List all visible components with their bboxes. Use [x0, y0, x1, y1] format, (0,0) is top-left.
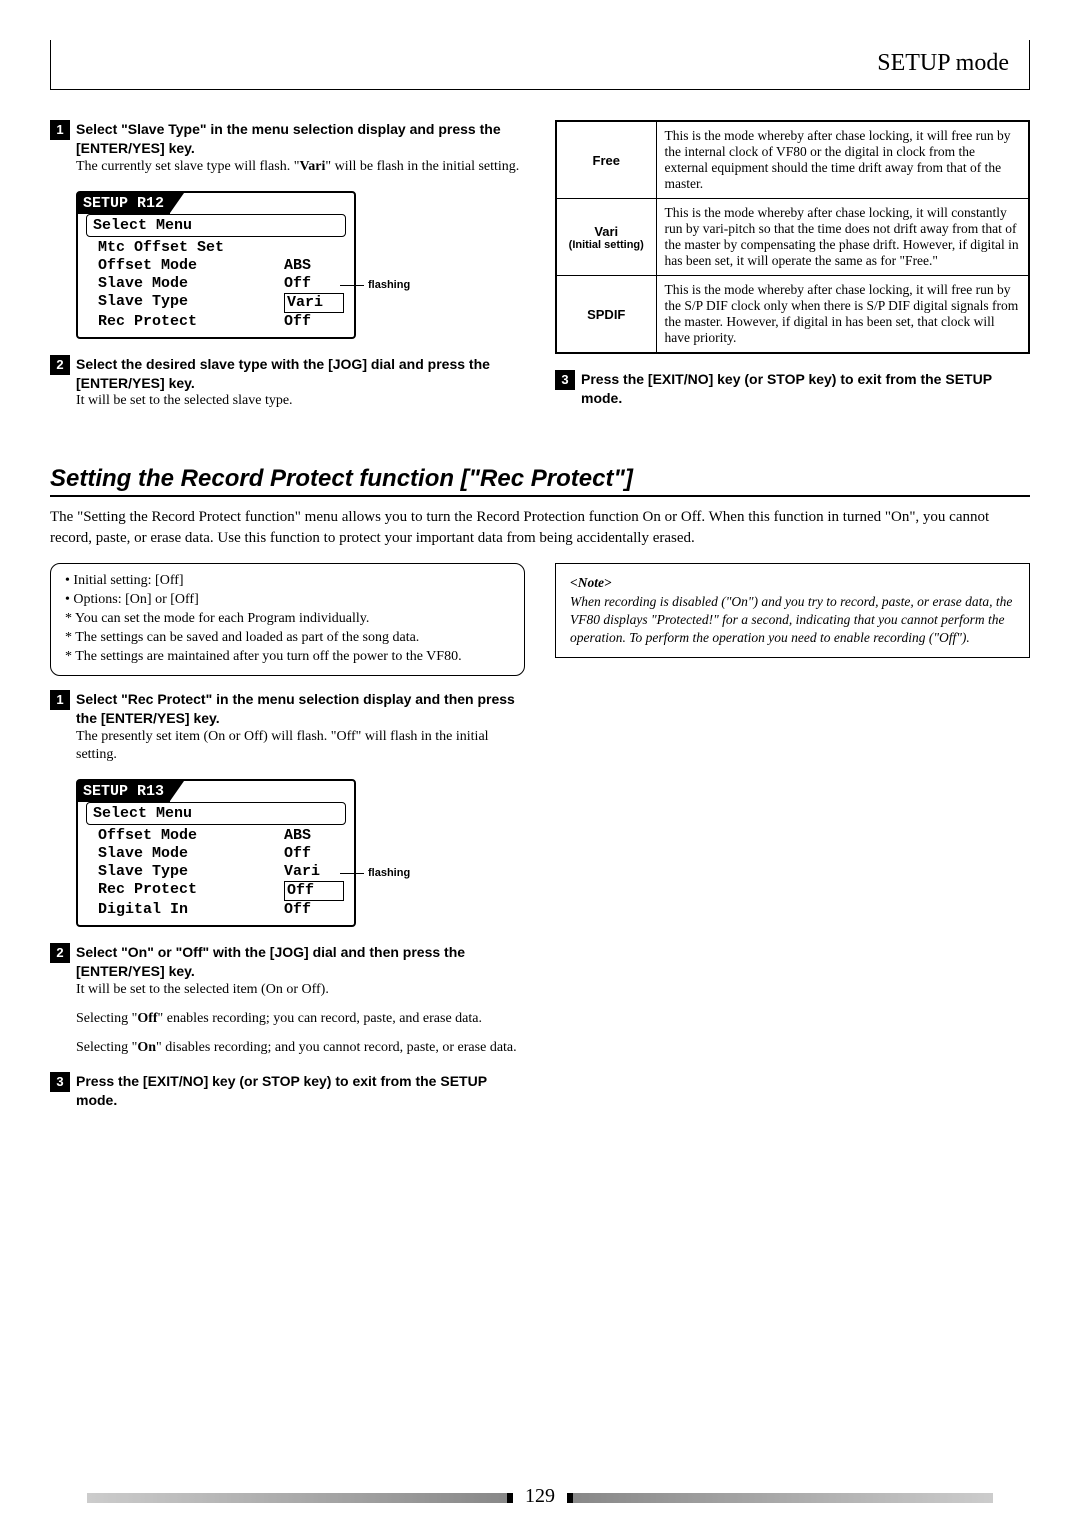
lcd2-row2-label: Slave Type	[98, 863, 188, 881]
lcd2-row3-val: Off	[284, 881, 344, 901]
lcd-screen-2: SETUP R13 Select Menu Offset Mode ABS Sla…	[76, 779, 356, 927]
section2-right: <Note> When recording is disabled ("On")…	[555, 563, 1030, 1123]
upper-step-1: 1 Select "Slave Type" in the menu select…	[50, 120, 525, 177]
step-number-2: 2	[50, 355, 70, 375]
step-number-3: 3	[555, 370, 575, 390]
s2-step3-title: Press the [EXIT/NO] key (or STOP key) to…	[76, 1072, 525, 1110]
step-number-1: 1	[50, 120, 70, 140]
upper-right-col: Free This is the mode whereby after chas…	[555, 120, 1030, 425]
section2-intro: The "Setting the Record Protect function…	[50, 507, 1030, 549]
lcd2-row1-val: Off	[284, 845, 344, 863]
upper-left-col: 1 Select "Slave Type" in the menu select…	[50, 120, 525, 425]
upper-step2-text: It will be set to the selected slave typ…	[76, 392, 525, 411]
lcd1-row3-label: Slave Type	[98, 293, 188, 313]
lcd1-row3-val: Vari	[284, 293, 344, 313]
lcd2-submenu: Select Menu	[86, 802, 346, 825]
lcd2-row2-val: Vari	[284, 863, 344, 881]
lcd2-row4-label: Digital In	[98, 901, 188, 919]
lcd2-row1-label: Slave Mode	[98, 845, 188, 863]
info-star-0: * You can set the mode for each Program …	[65, 610, 510, 629]
section2-step-1: 1 Select "Rec Protect" in the menu selec…	[50, 690, 525, 766]
lcd2-header: SETUP R13	[77, 781, 170, 802]
s2-step2-text1: It will be set to the selected item (On …	[76, 981, 525, 1000]
lcd1-row2-val: Off	[284, 275, 344, 293]
upper-step1-title: Select "Slave Type" in the menu selectio…	[76, 120, 525, 158]
info-bullet-1: • Options: [On] or [Off]	[65, 591, 510, 610]
lcd2-row4-val: Off	[284, 901, 344, 919]
s2-step2-text2: Selecting "Off" enables recording; you c…	[76, 1010, 525, 1029]
section2-step-2: 2 Select "On" or "Off" with the [JOG] di…	[50, 943, 525, 1057]
s2-step-number-3: 3	[50, 1072, 70, 1092]
lcd2-flashing-label: flashing	[368, 867, 410, 879]
slave-type-table: Free This is the mode whereby after chas…	[555, 120, 1030, 354]
lcd1-row1-label: Offset Mode	[98, 257, 197, 275]
section2-title: Setting the Record Protect function ["Re…	[50, 465, 1030, 497]
lcd2-row3-label: Rec Protect	[98, 881, 197, 901]
lcd2-row0-val: ABS	[284, 827, 344, 845]
note-text: When recording is disabled ("On") and yo…	[570, 593, 1015, 648]
s2-step-number-1: 1	[50, 690, 70, 710]
page-footer: 129	[0, 1485, 1080, 1508]
lcd1-row2-label: Slave Mode	[98, 275, 188, 293]
lcd-screen-1: SETUP R12 Select Menu Mtc Offset Set Off…	[76, 191, 356, 339]
page-header: SETUP mode	[50, 40, 1030, 90]
s2-step-number-2: 2	[50, 943, 70, 963]
lcd1-row1-val: ABS	[284, 257, 344, 275]
info-star-2: * The settings are maintained after you …	[65, 648, 510, 667]
section2-left: • Initial setting: [Off] • Options: [On]…	[50, 563, 525, 1123]
table-row0-label: Free	[556, 121, 656, 199]
table-row1-desc: This is the mode whereby after chase loc…	[656, 199, 1029, 276]
upper-step1-text: The currently set slave type will flash.…	[76, 158, 525, 177]
table-row1-label: Vari(Initial setting)	[556, 199, 656, 276]
section2-cols: • Initial setting: [Off] • Options: [On]…	[50, 563, 1030, 1123]
note-box: <Note> When recording is disabled ("On")…	[555, 563, 1030, 658]
info-star-1: * The settings can be saved and loaded a…	[65, 629, 510, 648]
note-title: <Note>	[570, 574, 1015, 592]
lcd1-row4-val: Off	[284, 313, 344, 331]
s2-step2-text3: Selecting "On" disables recording; and y…	[76, 1039, 525, 1058]
upper-step-2: 2 Select the desired slave type with the…	[50, 355, 525, 412]
info-box: • Initial setting: [Off] • Options: [On]…	[50, 563, 525, 675]
table-row2-label: SPDIF	[556, 276, 656, 354]
page-number: 129	[517, 1485, 563, 1508]
lcd1-submenu: Select Menu	[86, 214, 346, 237]
upper-step-3: 3 Press the [EXIT/NO] key (or STOP key) …	[555, 370, 1030, 408]
table-row2-desc: This is the mode whereby after chase loc…	[656, 276, 1029, 354]
s2-step1-text: The presently set item (On or Off) will …	[76, 728, 525, 766]
lcd1-row0-val	[284, 239, 344, 257]
lcd1-row0-label: Mtc Offset Set	[98, 239, 224, 257]
table-row0-desc: This is the mode whereby after chase loc…	[656, 121, 1029, 199]
upper-step3-title: Press the [EXIT/NO] key (or STOP key) to…	[581, 370, 1030, 408]
s2-step2-title: Select "On" or "Off" with the [JOG] dial…	[76, 943, 525, 981]
s2-step1-title: Select "Rec Protect" in the menu selecti…	[76, 690, 525, 728]
lcd1-header: SETUP R12	[77, 193, 170, 214]
info-bullet-0: • Initial setting: [Off]	[65, 572, 510, 591]
lcd2-row0-label: Offset Mode	[98, 827, 197, 845]
header-title: SETUP mode	[877, 50, 1009, 77]
upper-region: 1 Select "Slave Type" in the menu select…	[50, 120, 1030, 425]
lcd1-flashing-label: flashing	[368, 279, 410, 291]
upper-step2-title: Select the desired slave type with the […	[76, 355, 525, 393]
lcd1-row4-label: Rec Protect	[98, 313, 197, 331]
section2-step-3: 3 Press the [EXIT/NO] key (or STOP key) …	[50, 1072, 525, 1110]
